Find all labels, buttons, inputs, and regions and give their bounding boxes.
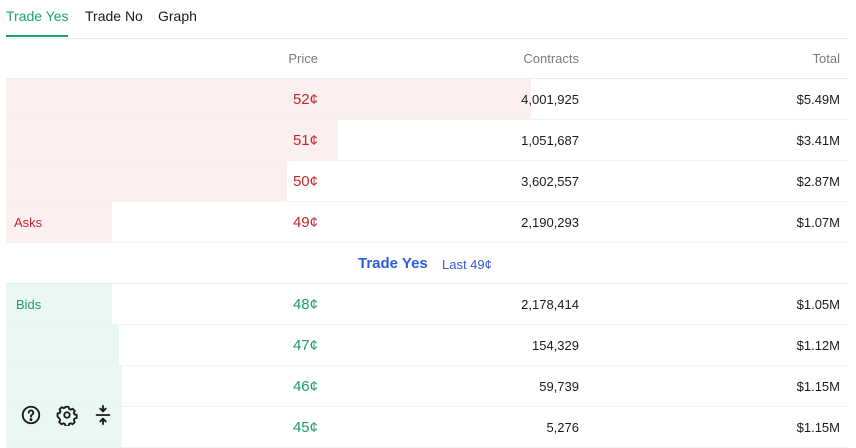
contracts-column-header: Contracts [523, 51, 579, 66]
bid-row[interactable]: 45¢ 5,276 $1.15M [6, 407, 848, 448]
order-book-header: Price Contracts Total [6, 38, 848, 79]
asks-label: Asks [14, 215, 43, 230]
ask-total: $1.07M [796, 215, 840, 230]
ask-row[interactable]: 50¢ 3,602,557 $2.87M [6, 161, 848, 202]
tab-bar: Trade Yes Trade No Graph [6, 0, 848, 39]
bid-contracts: 154,329 [532, 338, 579, 353]
ask-total: $3.41M [796, 133, 840, 148]
spread-row: Trade Yes Last 49¢ [6, 243, 848, 284]
ask-contracts: 3,602,557 [521, 174, 579, 189]
tab-graph[interactable]: Graph [158, 8, 197, 24]
ask-price: 52¢ [292, 91, 318, 108]
ask-contracts: 1,051,687 [521, 133, 579, 148]
ask-row[interactable]: Asks 49¢ 2,190,293 $1.07M [6, 202, 848, 243]
bids-label: Bids [16, 297, 42, 312]
ask-contracts: 2,190,293 [521, 215, 579, 230]
bid-total: $1.05M [796, 297, 840, 312]
ask-row[interactable]: 51¢ 1,051,687 $3.41M [6, 120, 848, 161]
bid-contracts: 5,276 [546, 420, 579, 435]
bid-price: 48¢ [292, 296, 318, 313]
bid-depth-bar [6, 325, 119, 365]
bid-depth-bar [6, 366, 122, 406]
ask-row[interactable]: 52¢ 4,001,925 $5.49M [6, 79, 848, 120]
ask-contracts: 4,001,925 [521, 92, 579, 107]
ask-depth-bar [6, 161, 287, 201]
settings-icon[interactable] [54, 402, 80, 428]
bid-contracts: 59,739 [539, 379, 579, 394]
ask-price: 49¢ [292, 214, 318, 231]
tab-trade-no[interactable]: Trade No [85, 8, 143, 24]
bid-row[interactable]: 47¢ 154,329 $1.12M [6, 325, 848, 366]
ask-depth-bar [6, 120, 338, 160]
last-price: Last 49¢ [442, 257, 492, 272]
bid-total: $1.15M [796, 379, 840, 394]
total-column-header: Total [812, 51, 840, 66]
bid-row[interactable]: 46¢ 59,739 $1.15M [6, 366, 848, 407]
bid-price: 45¢ [292, 419, 318, 436]
trade-yes-link[interactable]: Trade Yes [358, 255, 428, 272]
bid-depth-bar [6, 284, 112, 324]
active-tab-indicator [6, 35, 68, 37]
order-book: Price Contracts Total 52¢ 4,001,925 $5.4… [6, 38, 848, 448]
bid-contracts: 2,178,414 [521, 297, 579, 312]
collapse-icon[interactable] [90, 402, 116, 428]
price-column-header: Price [288, 51, 318, 66]
ask-depth-bar [6, 79, 531, 119]
ask-depth-bar [6, 202, 112, 242]
tab-trade-yes[interactable]: Trade Yes [6, 8, 69, 24]
ask-price: 50¢ [292, 173, 318, 190]
bid-price: 46¢ [292, 378, 318, 395]
bid-total: $1.15M [796, 420, 840, 435]
bid-price: 47¢ [292, 337, 318, 354]
ask-total: $5.49M [796, 92, 840, 107]
help-icon[interactable] [18, 402, 44, 428]
bid-total: $1.12M [796, 338, 840, 353]
ask-total: $2.87M [796, 174, 840, 189]
ask-price: 51¢ [292, 132, 318, 149]
bid-row[interactable]: Bids 48¢ 2,178,414 $1.05M [6, 284, 848, 325]
